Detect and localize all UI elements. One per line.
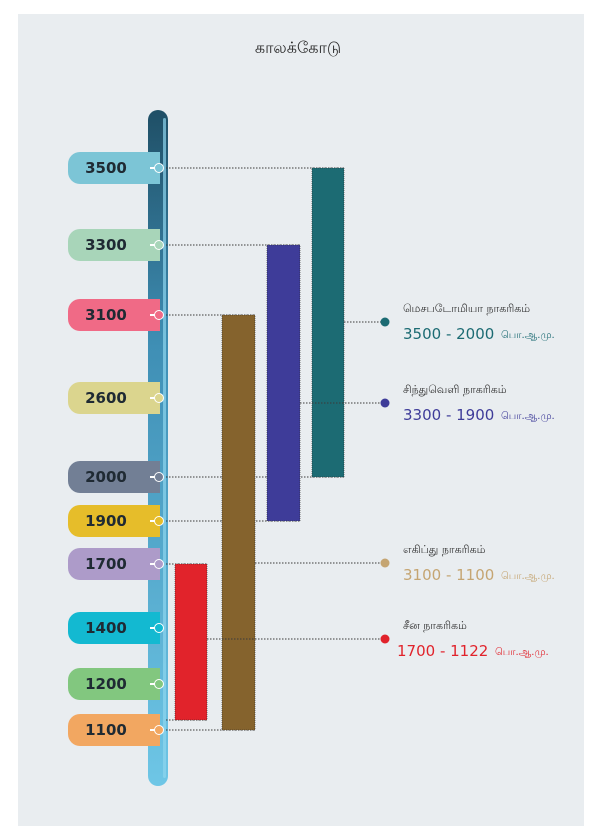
civilization-name: சீன நாகரிகம்: [403, 619, 467, 632]
year-tag: 1200: [68, 668, 164, 700]
year-dot: [154, 163, 164, 173]
civilization-unit: பொ.ஆ.மு.: [501, 330, 555, 341]
civilization-unit: பொ.ஆ.மு.: [501, 411, 555, 422]
year-label: 1200: [85, 675, 127, 693]
civilization-name: எகிப்து நாகரிகம்: [403, 543, 486, 556]
year-dot: [154, 679, 164, 689]
year-dot: [154, 472, 164, 482]
timeline-axis-highlight: [163, 118, 166, 778]
civilization-bar: [311, 167, 345, 478]
year-tag: 2000: [68, 461, 164, 493]
civilization-range: 3100 - 1100: [403, 566, 494, 584]
year-dot: [154, 240, 164, 250]
year-label: 2600: [85, 389, 127, 407]
civilization-range: 1700 - 1122: [397, 642, 488, 660]
year-dot: [154, 516, 164, 526]
year-dot: [154, 725, 164, 735]
year-label: 2000: [85, 468, 127, 486]
year-label: 1100: [85, 721, 127, 739]
year-label: 1400: [85, 619, 127, 637]
civilization-bar: [174, 563, 208, 721]
year-tag: 3500: [68, 152, 164, 184]
year-label: 3500: [85, 159, 127, 177]
year-label: 3300: [85, 236, 127, 254]
year-label: 3100: [85, 306, 127, 324]
year-tag: 1700: [68, 548, 164, 580]
civilization-bar: [221, 314, 256, 731]
connector-dot: [380, 558, 390, 568]
year-dot: [154, 310, 164, 320]
year-tag: 3300: [68, 229, 164, 261]
civilization-unit: பொ.ஆ.மு.: [495, 647, 549, 658]
connector-dot: [380, 634, 390, 644]
civilization-unit: பொ.ஆ.மு.: [501, 571, 555, 582]
year-tag: 1900: [68, 505, 164, 537]
civilization-name: சிந்துவெளி நாகரிகம்: [403, 383, 507, 396]
connector-dot: [380, 317, 390, 327]
year-dot: [154, 559, 164, 569]
civilization-range: 3500 - 2000: [403, 325, 494, 343]
year-tag: 2600: [68, 382, 164, 414]
year-tag: 3100: [68, 299, 164, 331]
year-dot: [154, 393, 164, 403]
year-tag: 1400: [68, 612, 164, 644]
page-title: காலக்கோடு: [254, 38, 342, 57]
connector-dot: [380, 398, 390, 408]
year-label: 1700: [85, 555, 127, 573]
year-dot: [154, 623, 164, 633]
civilization-range: 3300 - 1900: [403, 406, 494, 424]
year-tag: 1100: [68, 714, 164, 746]
year-label: 1900: [85, 512, 127, 530]
civilization-bar: [266, 244, 301, 522]
civilization-name: மெசபடோமியா நாகரிகம்: [403, 302, 530, 315]
